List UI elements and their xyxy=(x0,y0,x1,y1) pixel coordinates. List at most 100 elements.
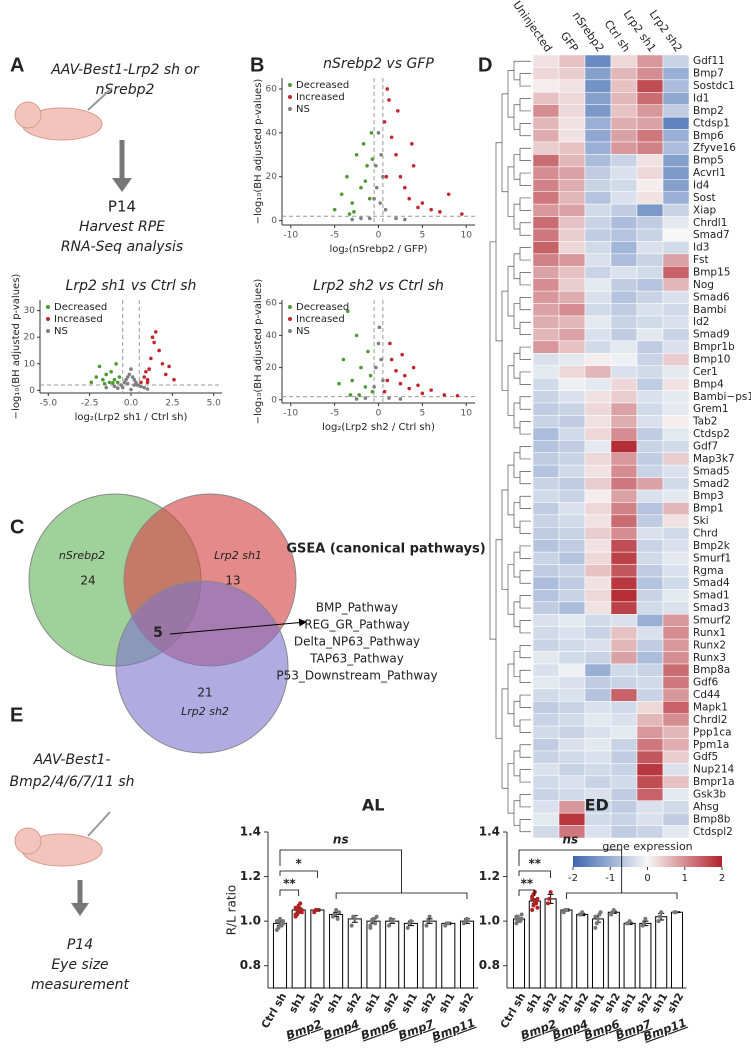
row-label: Id3 xyxy=(693,242,709,254)
x-tick-label: 5 xyxy=(419,231,425,241)
heat-cell xyxy=(636,589,664,603)
point xyxy=(381,174,385,179)
heat-cell xyxy=(662,353,690,366)
heat-cell xyxy=(662,390,690,404)
heat-cell xyxy=(584,651,612,665)
set-name: nSrebp2 xyxy=(59,549,105,562)
bar xyxy=(639,922,652,989)
heat-cell xyxy=(662,638,690,652)
heat-cell xyxy=(610,688,638,702)
row-label: Runx2 xyxy=(693,639,726,651)
point xyxy=(142,385,147,390)
heat-cell xyxy=(532,440,560,453)
heat-cell xyxy=(584,601,612,615)
heat-cell xyxy=(662,427,690,441)
heat-cell xyxy=(584,228,612,242)
heat-cell xyxy=(558,725,586,739)
point xyxy=(147,367,151,371)
x-axis-label: log₂(nSrebp2 / GFP) xyxy=(329,244,427,255)
heat-cell xyxy=(558,601,586,615)
heat-cell xyxy=(584,676,612,690)
heat-cell xyxy=(584,179,612,192)
dendrogram xyxy=(495,539,502,739)
point xyxy=(396,109,400,113)
heat-cell xyxy=(610,738,638,752)
y-tick-label: 20 xyxy=(266,172,278,182)
heat-cell xyxy=(532,79,560,93)
dendrogram xyxy=(519,694,531,708)
heat-cell xyxy=(558,788,586,801)
x-tick-label: Ctrl sh xyxy=(498,991,528,1031)
dendrogram xyxy=(513,104,520,130)
heat-cell xyxy=(610,452,638,466)
heat-cell xyxy=(610,365,638,379)
heat-cell xyxy=(532,377,560,391)
point xyxy=(129,387,133,392)
dendrogram xyxy=(513,551,520,578)
heat-cell xyxy=(662,676,690,690)
heat-cell xyxy=(636,191,664,205)
x-tick-label: -2.5 xyxy=(81,399,99,409)
legend-label: Increased xyxy=(296,314,345,325)
heat-cell xyxy=(662,825,690,839)
heat-cell xyxy=(584,589,612,603)
heat-cell xyxy=(584,365,612,379)
legend-label: Decreased xyxy=(296,302,349,313)
heat-cell xyxy=(532,228,560,242)
significance-label: ns xyxy=(333,833,349,847)
point xyxy=(363,396,368,400)
data-point xyxy=(335,916,340,921)
heat-cell xyxy=(532,92,560,105)
y-tick-label: 20 xyxy=(266,363,278,373)
row-label: Fst xyxy=(693,254,709,266)
heat-cell xyxy=(610,141,638,155)
group-label: Bmp4 xyxy=(322,1017,362,1043)
set-count: 13 xyxy=(225,574,240,588)
heat-cell xyxy=(558,79,586,93)
data-point xyxy=(408,919,413,924)
heat-cell xyxy=(584,440,612,453)
heat-cell xyxy=(558,638,586,652)
heat-cell xyxy=(636,514,664,528)
point xyxy=(89,380,94,385)
heat-cell xyxy=(662,67,690,81)
heat-cell xyxy=(610,266,638,279)
row-label: Smurf1 xyxy=(693,552,731,564)
row-label: Nup214 xyxy=(693,764,735,776)
heat-cell xyxy=(662,328,690,342)
data-point xyxy=(295,908,300,912)
data-point xyxy=(368,925,373,930)
legend-label: Decreased xyxy=(54,302,107,313)
point xyxy=(339,192,344,197)
dendrogram xyxy=(519,73,531,87)
heat-cell xyxy=(532,116,560,130)
y-tick-label: 0 xyxy=(29,386,35,396)
heat-cell xyxy=(532,464,560,478)
heat-cell xyxy=(558,278,586,292)
step-text: RNA-Seq analysis xyxy=(61,239,183,255)
data-point xyxy=(371,916,376,921)
x-tick-label: sh2 xyxy=(306,991,327,1015)
heat-cell xyxy=(532,415,560,429)
heat-cell xyxy=(532,203,560,217)
bar xyxy=(366,920,381,989)
row-label: Chrdl2 xyxy=(693,714,727,726)
heat-cell xyxy=(610,402,638,416)
heat-cell xyxy=(558,440,586,453)
data-point xyxy=(547,896,552,901)
row-label: Bmp3 xyxy=(693,490,724,502)
heat-cell xyxy=(610,179,638,192)
point xyxy=(374,365,378,370)
x-tick-label: sh2 xyxy=(570,991,591,1015)
heat-cell xyxy=(610,67,638,81)
group-label: Bmp2 xyxy=(284,1017,324,1043)
heat-cell xyxy=(532,54,560,68)
heat-cell xyxy=(662,614,690,627)
heat-cell xyxy=(610,191,638,205)
heat-cell xyxy=(610,241,638,255)
heat-cell xyxy=(584,328,612,342)
heat-cell xyxy=(662,626,690,640)
heat-cell xyxy=(610,539,638,553)
significance-bracket xyxy=(279,870,318,878)
dendrogram xyxy=(519,123,531,137)
